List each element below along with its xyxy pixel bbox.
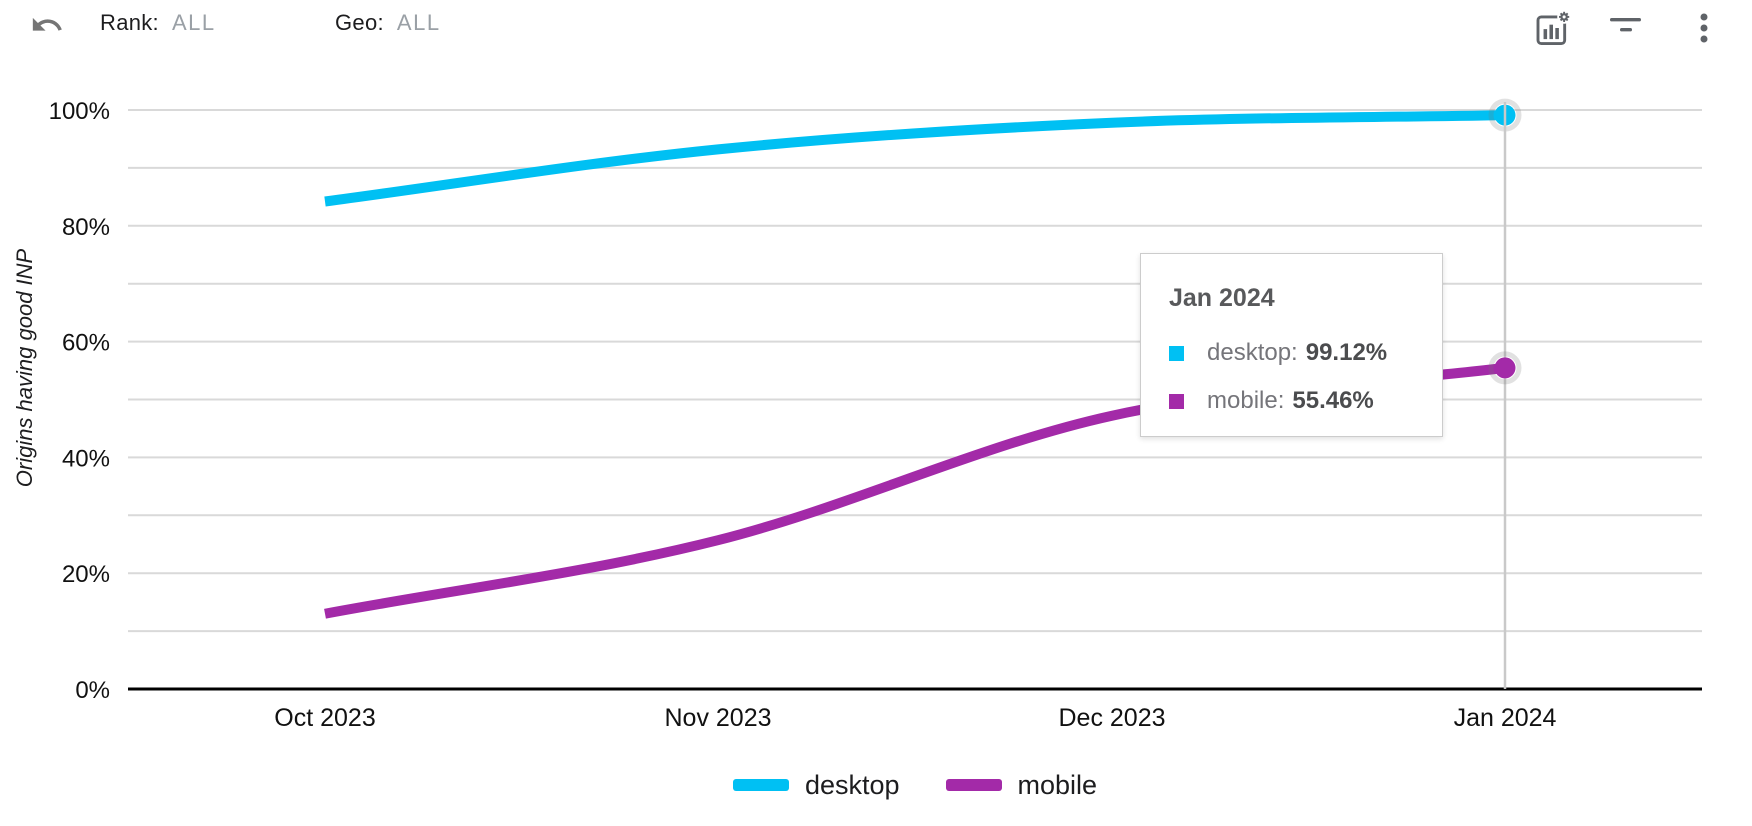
rank-filter: Rank: ALL [100,10,216,36]
marker-halo-mobile [1488,351,1522,385]
desktop-line-swatch-icon [732,779,789,791]
y-tick-label: 60% [62,330,110,357]
filter-button[interactable] [1609,14,1643,36]
y-tick-label: 40% [62,445,110,472]
marker-mobile[interactable] [1494,357,1516,379]
chart-tooltip: Jan 2024 desktop: 99.12% mobile: 55.46% [1140,253,1443,437]
rank-filter-value[interactable]: ALL [171,10,216,35]
chart-legend: desktop mobile [128,763,1702,807]
y-tick-label: 100% [49,98,110,125]
x-tick-label: Dec 2023 [1058,704,1165,732]
desktop-swatch-icon [1169,345,1184,361]
geo-filter-value[interactable]: ALL [396,10,441,35]
tooltip-series-label: mobile: [1207,387,1285,414]
undo-icon [30,17,64,45]
tooltip-row-desktop: desktop: 99.12% [1169,339,1414,367]
legend-item-desktop[interactable]: desktop [732,769,900,801]
mobile-line-swatch-icon [945,779,1002,791]
y-tick-label: 20% [62,561,110,588]
tooltip-title: Jan 2024 [1169,284,1275,312]
geo-filter: Geo: ALL [335,10,441,36]
chart-settings-button[interactable] [1533,8,1573,48]
legend-label: mobile [1017,769,1098,800]
y-tick-label: 0% [75,677,110,704]
x-tick-label: Oct 2023 [274,704,375,732]
undo-button[interactable] [30,8,64,42]
tooltip-row-mobile: mobile: 55.46% [1169,387,1414,415]
kebab-menu-icon [1698,13,1710,49]
filter-icon [1609,18,1643,39]
x-tick-label: Nov 2023 [664,704,771,732]
tooltip-series-value: 99.12% [1305,339,1388,366]
toolbar: Rank: ALL Geo: ALL [0,0,1752,60]
tooltip-series-label: desktop: [1207,339,1298,366]
legend-label: desktop [804,769,900,800]
mobile-swatch-icon [1169,393,1184,409]
legend-item-mobile[interactable]: mobile [945,769,1098,801]
tooltip-series-value: 55.46% [1292,387,1374,414]
kebab-menu-button[interactable] [1698,12,1710,46]
chart-settings-icon [1533,10,1573,51]
y-tick-label: 80% [62,214,110,241]
x-tick-label: Jan 2024 [1454,704,1557,732]
geo-filter-label: Geo: [335,10,384,35]
line-chart[interactable]: 0% 20% 40% 60% 80% 100% Oct 2023 Nov 2023 Dec 20… [0,60,1752,770]
rank-filter-label: Rank: [100,10,159,35]
series-line-desktop[interactable] [324,110,1506,207]
